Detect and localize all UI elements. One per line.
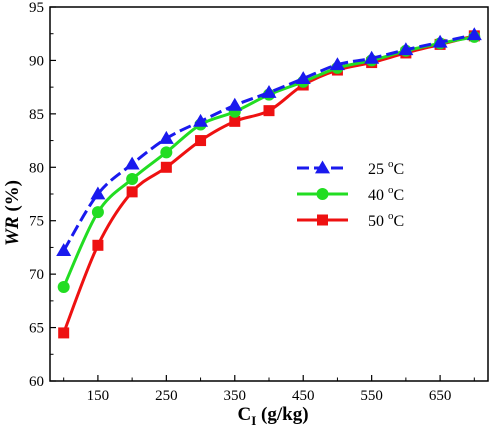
y-tick-label-70: 70 <box>29 267 44 283</box>
data-point-25-350 <box>227 97 243 111</box>
x-tick-label-450: 450 <box>292 388 315 404</box>
data-point-25-100 <box>56 243 72 257</box>
y-tick-label-75: 75 <box>29 214 44 230</box>
x-tick-label-250: 250 <box>155 388 178 404</box>
legend-marker-40 <box>316 188 329 200</box>
series-40 <box>57 30 481 293</box>
y-axis-label: WR (%) <box>2 180 23 246</box>
plot-area <box>56 27 482 339</box>
data-point-40-100 <box>57 280 70 293</box>
data-point-40-250 <box>160 146 173 159</box>
legend-marker-50 <box>317 214 328 226</box>
y-tick-label-95: 95 <box>29 0 44 16</box>
axes: 150 250 350 450 550 650 60 65 70 75 80 85 90 95 <box>29 0 489 404</box>
data-point-25-300 <box>193 113 209 127</box>
data-point-25-650 <box>432 34 448 48</box>
x-axis-label: CI (g/kg) <box>237 404 308 428</box>
x-tick-label-150: 150 <box>87 388 110 404</box>
series-line-25 <box>62 33 475 252</box>
y-tick-label-90: 90 <box>29 53 44 69</box>
data-point-50-350 <box>229 115 241 127</box>
legend: 25 oC 40 oC 50 oC <box>297 158 404 230</box>
data-point-50-200 <box>126 186 138 198</box>
data-point-40-200 <box>126 173 139 186</box>
series-50 <box>58 30 480 339</box>
data-point-25-450 <box>295 71 311 84</box>
data-point-25-550 <box>364 50 380 64</box>
legend-label-50: 50 oC <box>368 210 404 230</box>
legend-label-25: 25 oC <box>368 158 404 178</box>
data-point-25-150 <box>90 186 106 200</box>
x-tick-label-650: 650 <box>429 388 452 404</box>
legend-marker-25 <box>315 160 330 174</box>
y-tick-label-60: 60 <box>29 374 44 390</box>
data-point-50-250 <box>160 161 172 173</box>
legend-item-25: 25 oC <box>297 158 404 178</box>
y-tick-label-80: 80 <box>29 160 44 176</box>
y-tick-label-85: 85 <box>29 107 44 123</box>
data-point-25-700 <box>466 27 482 41</box>
data-point-40-150 <box>91 206 104 219</box>
x-tick-label-550: 550 <box>360 388 383 404</box>
legend-item-40: 40 oC <box>297 184 404 204</box>
y-tick-label-65: 65 <box>29 321 44 337</box>
series-line-40 <box>62 35 475 288</box>
data-point-50-400 <box>263 105 275 117</box>
data-point-50-300 <box>195 135 207 147</box>
data-point-25-600 <box>398 42 414 56</box>
data-point-50-100 <box>58 327 70 339</box>
legend-item-50: 50 oC <box>297 210 404 230</box>
series-25 <box>56 27 482 257</box>
data-point-25-500 <box>329 57 345 71</box>
data-point-25-250 <box>158 130 174 144</box>
data-point-25-400 <box>261 84 277 98</box>
data-point-25-200 <box>124 156 140 170</box>
legend-label-40: 40 oC <box>368 184 404 204</box>
x-tick-label-350: 350 <box>224 388 247 404</box>
data-point-50-150 <box>92 239 104 251</box>
